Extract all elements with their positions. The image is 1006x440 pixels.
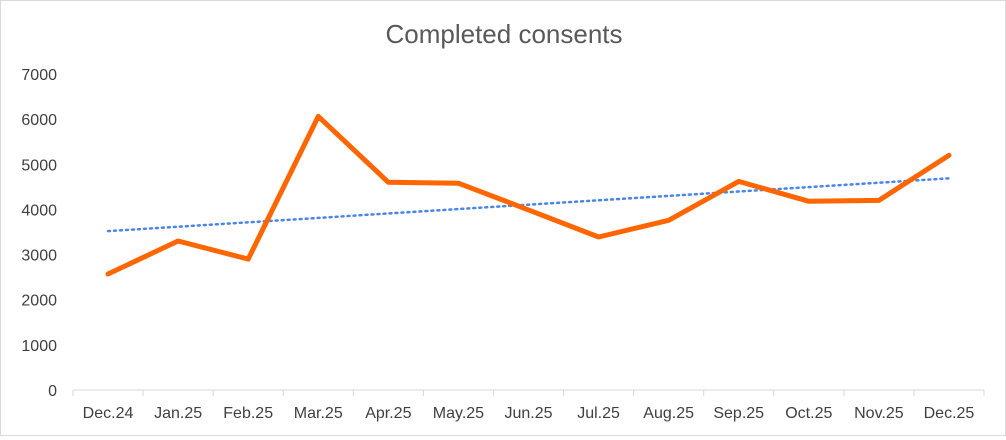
x-tick-label: Nov.25 (854, 405, 904, 422)
chart-title: Completed consents (385, 19, 622, 49)
y-tick-label: 1000 (21, 338, 57, 355)
y-tick-label: 0 (48, 383, 57, 400)
series-group (108, 116, 949, 274)
y-tick-label: 2000 (21, 293, 57, 310)
x-tick-label: Aug.25 (643, 405, 694, 422)
x-tick-label: Dec.25 (924, 405, 975, 422)
x-tick-label: May.25 (433, 405, 484, 422)
trendline (108, 178, 949, 231)
y-tick-label: 4000 (21, 202, 57, 219)
y-tick-label: 6000 (21, 112, 57, 129)
x-tick-label: Mar.25 (294, 405, 343, 422)
x-tick-label: Jan.25 (154, 405, 202, 422)
x-tick-label: Dec.24 (83, 405, 134, 422)
x-tick-label: Apr.25 (365, 405, 411, 422)
x-tick-label: Oct.25 (785, 405, 832, 422)
y-tick-label: 5000 (21, 157, 57, 174)
x-tick-label: Sep.25 (713, 405, 764, 422)
x-tick-label: Jul.25 (577, 405, 620, 422)
series-line (108, 116, 949, 274)
x-tick-label: Jun.25 (504, 405, 552, 422)
y-tick-label: 7000 (21, 67, 57, 84)
y-tick-label: 3000 (21, 248, 57, 265)
x-tick-label: Feb.25 (223, 405, 273, 422)
